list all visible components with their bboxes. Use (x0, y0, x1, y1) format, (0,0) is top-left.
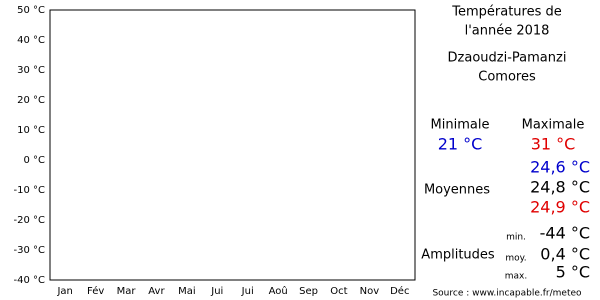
stat-label: Minimale (431, 118, 490, 133)
title: Températures de (451, 5, 562, 20)
y-tick-label: -40 °C (14, 275, 46, 286)
stat-value: 24,8 °C (530, 178, 590, 197)
stat-label: max. (505, 272, 527, 282)
stat-value: -44 °C (540, 224, 590, 243)
stat-label: moy. (505, 254, 526, 264)
y-tick-label: 40 °C (17, 35, 45, 46)
location: Comores (478, 70, 536, 85)
title: l'année 2018 (465, 24, 550, 39)
x-tick-label: Fév (87, 285, 104, 297)
y-tick-label: 30 °C (17, 65, 45, 76)
stat-value: 24,9 °C (530, 198, 590, 217)
y-tick-label: 10 °C (17, 125, 45, 136)
x-tick-label: Nov (360, 286, 380, 297)
y-tick-label: -30 °C (14, 245, 46, 256)
stat-value: 31 °C (531, 135, 576, 154)
stat-label: min. (506, 233, 526, 243)
x-tick-label: Mar (117, 286, 137, 297)
x-tick-label: Mai (178, 286, 196, 297)
x-tick-label: Jui (210, 286, 223, 297)
y-tick-label: 50 °C (17, 5, 45, 16)
plot-frame (49, 9, 416, 281)
x-tick-label: Déc (390, 285, 409, 297)
x-tick-label: Sep (299, 286, 318, 297)
location: Dzaoudzi-Pamanzi (448, 51, 567, 66)
stat-value: 21 °C (438, 135, 483, 154)
stat-label: Amplitudes (421, 248, 495, 263)
x-tick-label: Avr (148, 286, 165, 297)
stat-value: 0,4 °C (540, 245, 590, 264)
y-tick-label: 0 °C (23, 155, 45, 166)
y-tick-label: -10 °C (14, 185, 46, 196)
stat-value: 5 °C (556, 263, 590, 282)
stat-value: 24,6 °C (530, 158, 590, 177)
stat-label: Moyennes (424, 183, 490, 198)
stat-label: Maximale (522, 118, 585, 133)
x-tick-label: Jui (241, 286, 254, 297)
x-tick-label: Aoû (269, 285, 288, 297)
source: Source : www.incapable.fr/meteo (432, 289, 582, 299)
y-tick-label: -20 °C (14, 215, 46, 226)
y-tick-label: 20 °C (17, 95, 45, 106)
x-tick-label: Oct (330, 286, 347, 297)
x-tick-label: Jan (56, 286, 72, 297)
